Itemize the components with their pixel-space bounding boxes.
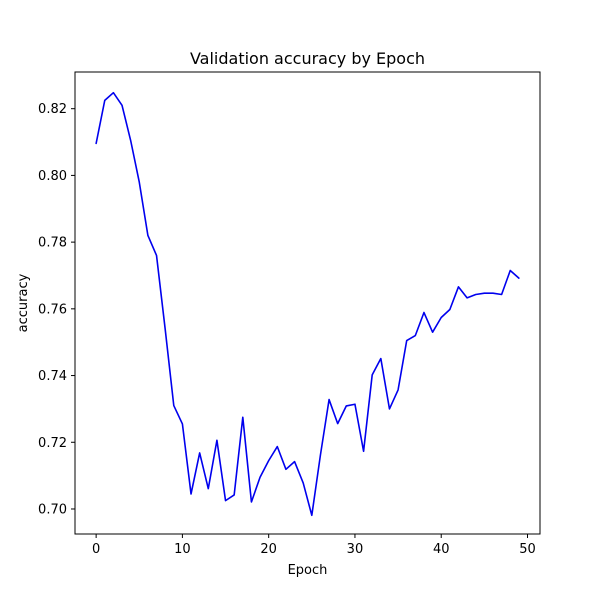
x-axis-ticks: 0 10 20 30 40 50 <box>92 534 536 557</box>
y-axis-ticks: 0.70 0.72 0.74 0.76 0.78 0.80 0.82 <box>38 102 75 517</box>
x-tick-label: 30 <box>347 542 364 557</box>
x-tick-label: 50 <box>519 542 536 557</box>
y-tick-label: 0.80 <box>38 169 67 184</box>
y-axis-label: accuracy <box>16 273 31 332</box>
plot-lines <box>95 91 520 517</box>
plot-frame <box>74 71 541 535</box>
y-tick-label: 0.74 <box>38 369 67 384</box>
y-tick-label: 0.78 <box>38 236 67 251</box>
x-axis-label: Epoch <box>288 563 328 578</box>
x-tick-label: 10 <box>174 542 191 557</box>
y-tick-label: 0.70 <box>38 502 67 517</box>
y-tick-label: 0.76 <box>38 302 67 317</box>
y-tick-label: 0.82 <box>38 102 67 117</box>
x-tick-label: 0 <box>92 542 100 557</box>
x-tick-label: 40 <box>433 542 450 557</box>
chart-title: Validation accuracy by Epoch <box>190 49 425 68</box>
x-tick-label: 20 <box>260 542 277 557</box>
series-line <box>95 91 520 517</box>
y-tick-label: 0.72 <box>38 436 67 451</box>
